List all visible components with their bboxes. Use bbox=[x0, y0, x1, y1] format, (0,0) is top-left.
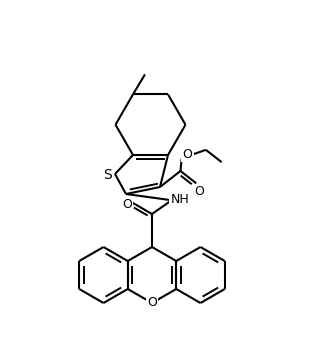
Text: O: O bbox=[122, 198, 132, 211]
Text: NH: NH bbox=[170, 193, 189, 206]
Text: O: O bbox=[147, 296, 157, 310]
Text: O: O bbox=[183, 148, 193, 161]
Text: S: S bbox=[104, 168, 112, 182]
Text: O: O bbox=[194, 185, 204, 198]
